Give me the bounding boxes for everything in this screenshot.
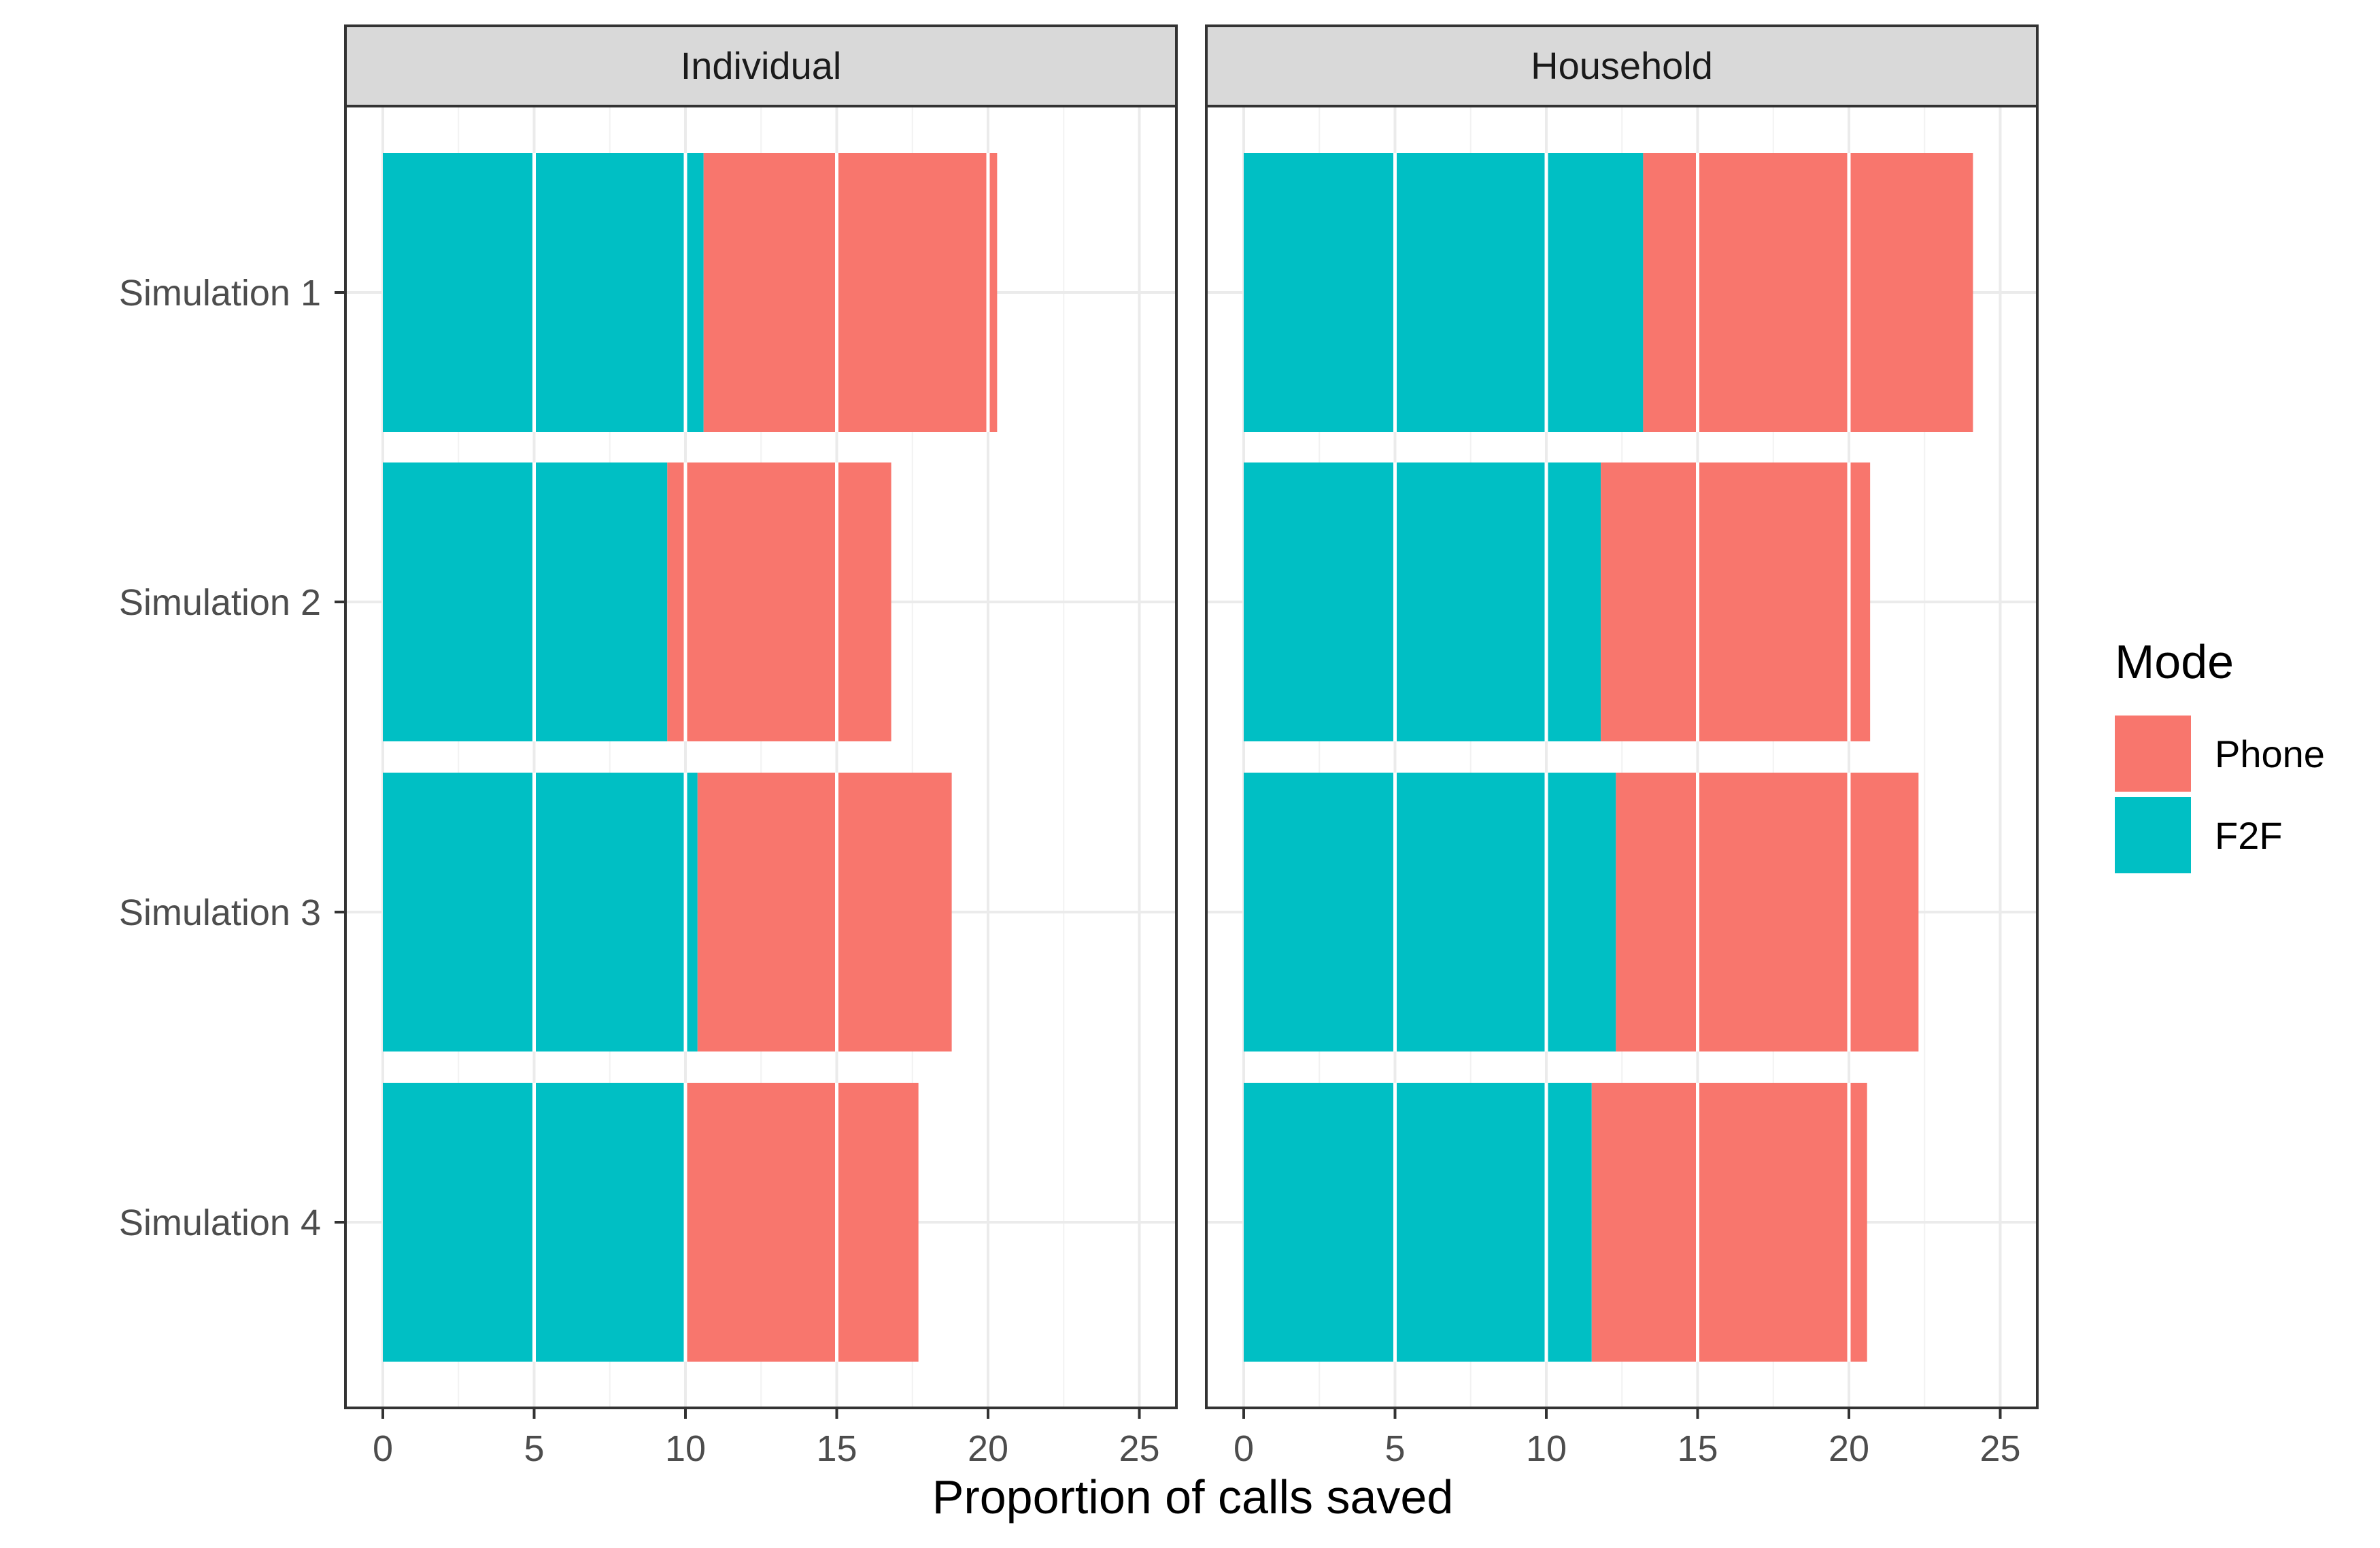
x-tick-label: 15 <box>1677 1428 1718 1469</box>
legend-swatch <box>2115 797 2191 873</box>
x-tick-label: 5 <box>524 1428 544 1469</box>
x-tick-label: 25 <box>1979 1428 2020 1469</box>
legend: Mode Phone F2F <box>2115 635 2325 873</box>
bar-phone-simulation-3 <box>697 773 952 1051</box>
bar-f2f-simulation-2 <box>383 462 668 741</box>
x-tick-label: 0 <box>1234 1428 1254 1469</box>
bar-f2f-simulation-2 <box>1244 462 1601 741</box>
bar-f2f-simulation-1 <box>383 153 704 432</box>
bar-f2f-simulation-1 <box>1244 153 1644 432</box>
x-tick-label: 10 <box>1526 1428 1567 1469</box>
facet-strip <box>344 24 1178 107</box>
x-tick-label: 15 <box>816 1428 857 1469</box>
bar-phone-simulation-1 <box>703 153 998 432</box>
y-tick-label: Simulation 2 <box>119 582 321 623</box>
y-tick-label: Simulation 4 <box>119 1202 321 1243</box>
x-tick-label: 5 <box>1384 1428 1405 1469</box>
y-tick-label: Simulation 3 <box>119 892 321 933</box>
bar-phone-simulation-4 <box>685 1083 919 1362</box>
bar-phone-simulation-2 <box>1601 462 1871 741</box>
legend-label: Phone <box>2215 733 2325 775</box>
facet-strip-label: Individual <box>681 44 842 87</box>
x-tick-label: 0 <box>373 1428 393 1469</box>
bar-phone-simulation-3 <box>1616 773 1919 1051</box>
x-tick-label: 20 <box>1829 1428 1869 1469</box>
bar-f2f-simulation-4 <box>1244 1083 1592 1362</box>
x-tick-label: 20 <box>968 1428 1008 1469</box>
legend-title: Mode <box>2115 635 2234 688</box>
x-tick-label: 10 <box>665 1428 706 1469</box>
facet-panel-individual: Individual 0 5 10 15 20 25 <box>344 24 1178 1469</box>
facet-panels: Individual 0 5 10 15 20 25 Household 0 5 10 15 20 25 <box>344 24 2039 1469</box>
legend-keys: Phone F2F <box>2115 716 2325 873</box>
facet-strip-label: Household <box>1531 44 1713 87</box>
legend-item-f2f: F2F <box>2115 797 2283 873</box>
legend-item-phone: Phone <box>2115 716 2325 792</box>
x-axis-title: Proportion of calls saved <box>932 1470 1454 1524</box>
bar-f2f-simulation-3 <box>383 773 698 1051</box>
facet-strip <box>1205 24 2039 107</box>
x-tick-label: 25 <box>1119 1428 1159 1469</box>
legend-label: F2F <box>2215 814 2283 857</box>
bar-phone-simulation-1 <box>1643 153 1973 432</box>
bar-phone-simulation-4 <box>1591 1083 1867 1362</box>
bar-phone-simulation-2 <box>667 462 891 741</box>
facet-panel-household: Household 0 5 10 15 20 25 <box>1205 24 2039 1469</box>
legend-swatch <box>2115 716 2191 792</box>
y-tick-label: Simulation 1 <box>119 273 321 314</box>
y-axis: Simulation 1 Simulation 2 Simulation 3 Simu… <box>119 273 345 1243</box>
bar-f2f-simulation-3 <box>1244 773 1616 1051</box>
